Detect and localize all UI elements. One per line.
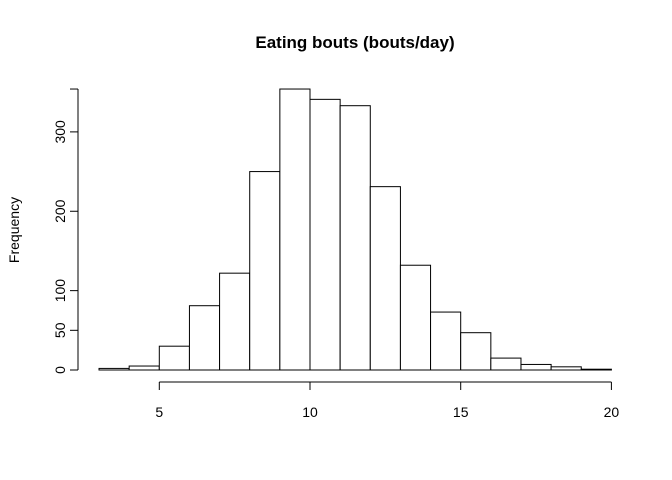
y-tick-label-0: 0 <box>52 366 68 374</box>
x-tick-label-1: 10 <box>302 404 318 420</box>
histogram-bar-8 <box>339 105 371 371</box>
y-axis: 0 50 100 200 300 <box>52 88 79 374</box>
histogram-bar-2 <box>158 345 190 371</box>
histogram-bar-4 <box>219 272 251 371</box>
x-axis: 5 10 15 20 <box>155 381 620 420</box>
histogram-bar-3 <box>188 305 221 371</box>
y-tick-label-4: 300 <box>52 120 68 144</box>
x-tick-label-3: 20 <box>604 404 620 420</box>
y-tick-label-2: 100 <box>52 279 68 303</box>
chart-title: Eating bouts (bouts/day) <box>255 33 454 52</box>
histogram-bar-14 <box>520 363 552 371</box>
histogram-bar-1 <box>128 365 160 371</box>
y-axis-label: Frequency <box>6 197 22 263</box>
histogram-bar-7 <box>309 98 341 371</box>
histogram-bar-5 <box>249 171 281 371</box>
histogram-bar-6 <box>279 88 311 371</box>
histogram-bar-9 <box>369 186 401 371</box>
histogram-bar-12 <box>460 332 492 371</box>
bars-group <box>98 88 612 371</box>
y-tick-label-1: 50 <box>52 322 68 338</box>
x-tick-label-0: 5 <box>155 404 163 420</box>
histogram-bar-16 <box>580 368 612 371</box>
histogram-bar-13 <box>490 357 522 371</box>
y-tick-label-3: 200 <box>52 199 68 223</box>
histogram-bar-15 <box>550 366 582 371</box>
histogram-bar-11 <box>430 311 462 371</box>
histogram-bar-0 <box>98 367 130 371</box>
histogram-bar-10 <box>399 264 432 371</box>
x-tick-label-2: 15 <box>453 404 469 420</box>
